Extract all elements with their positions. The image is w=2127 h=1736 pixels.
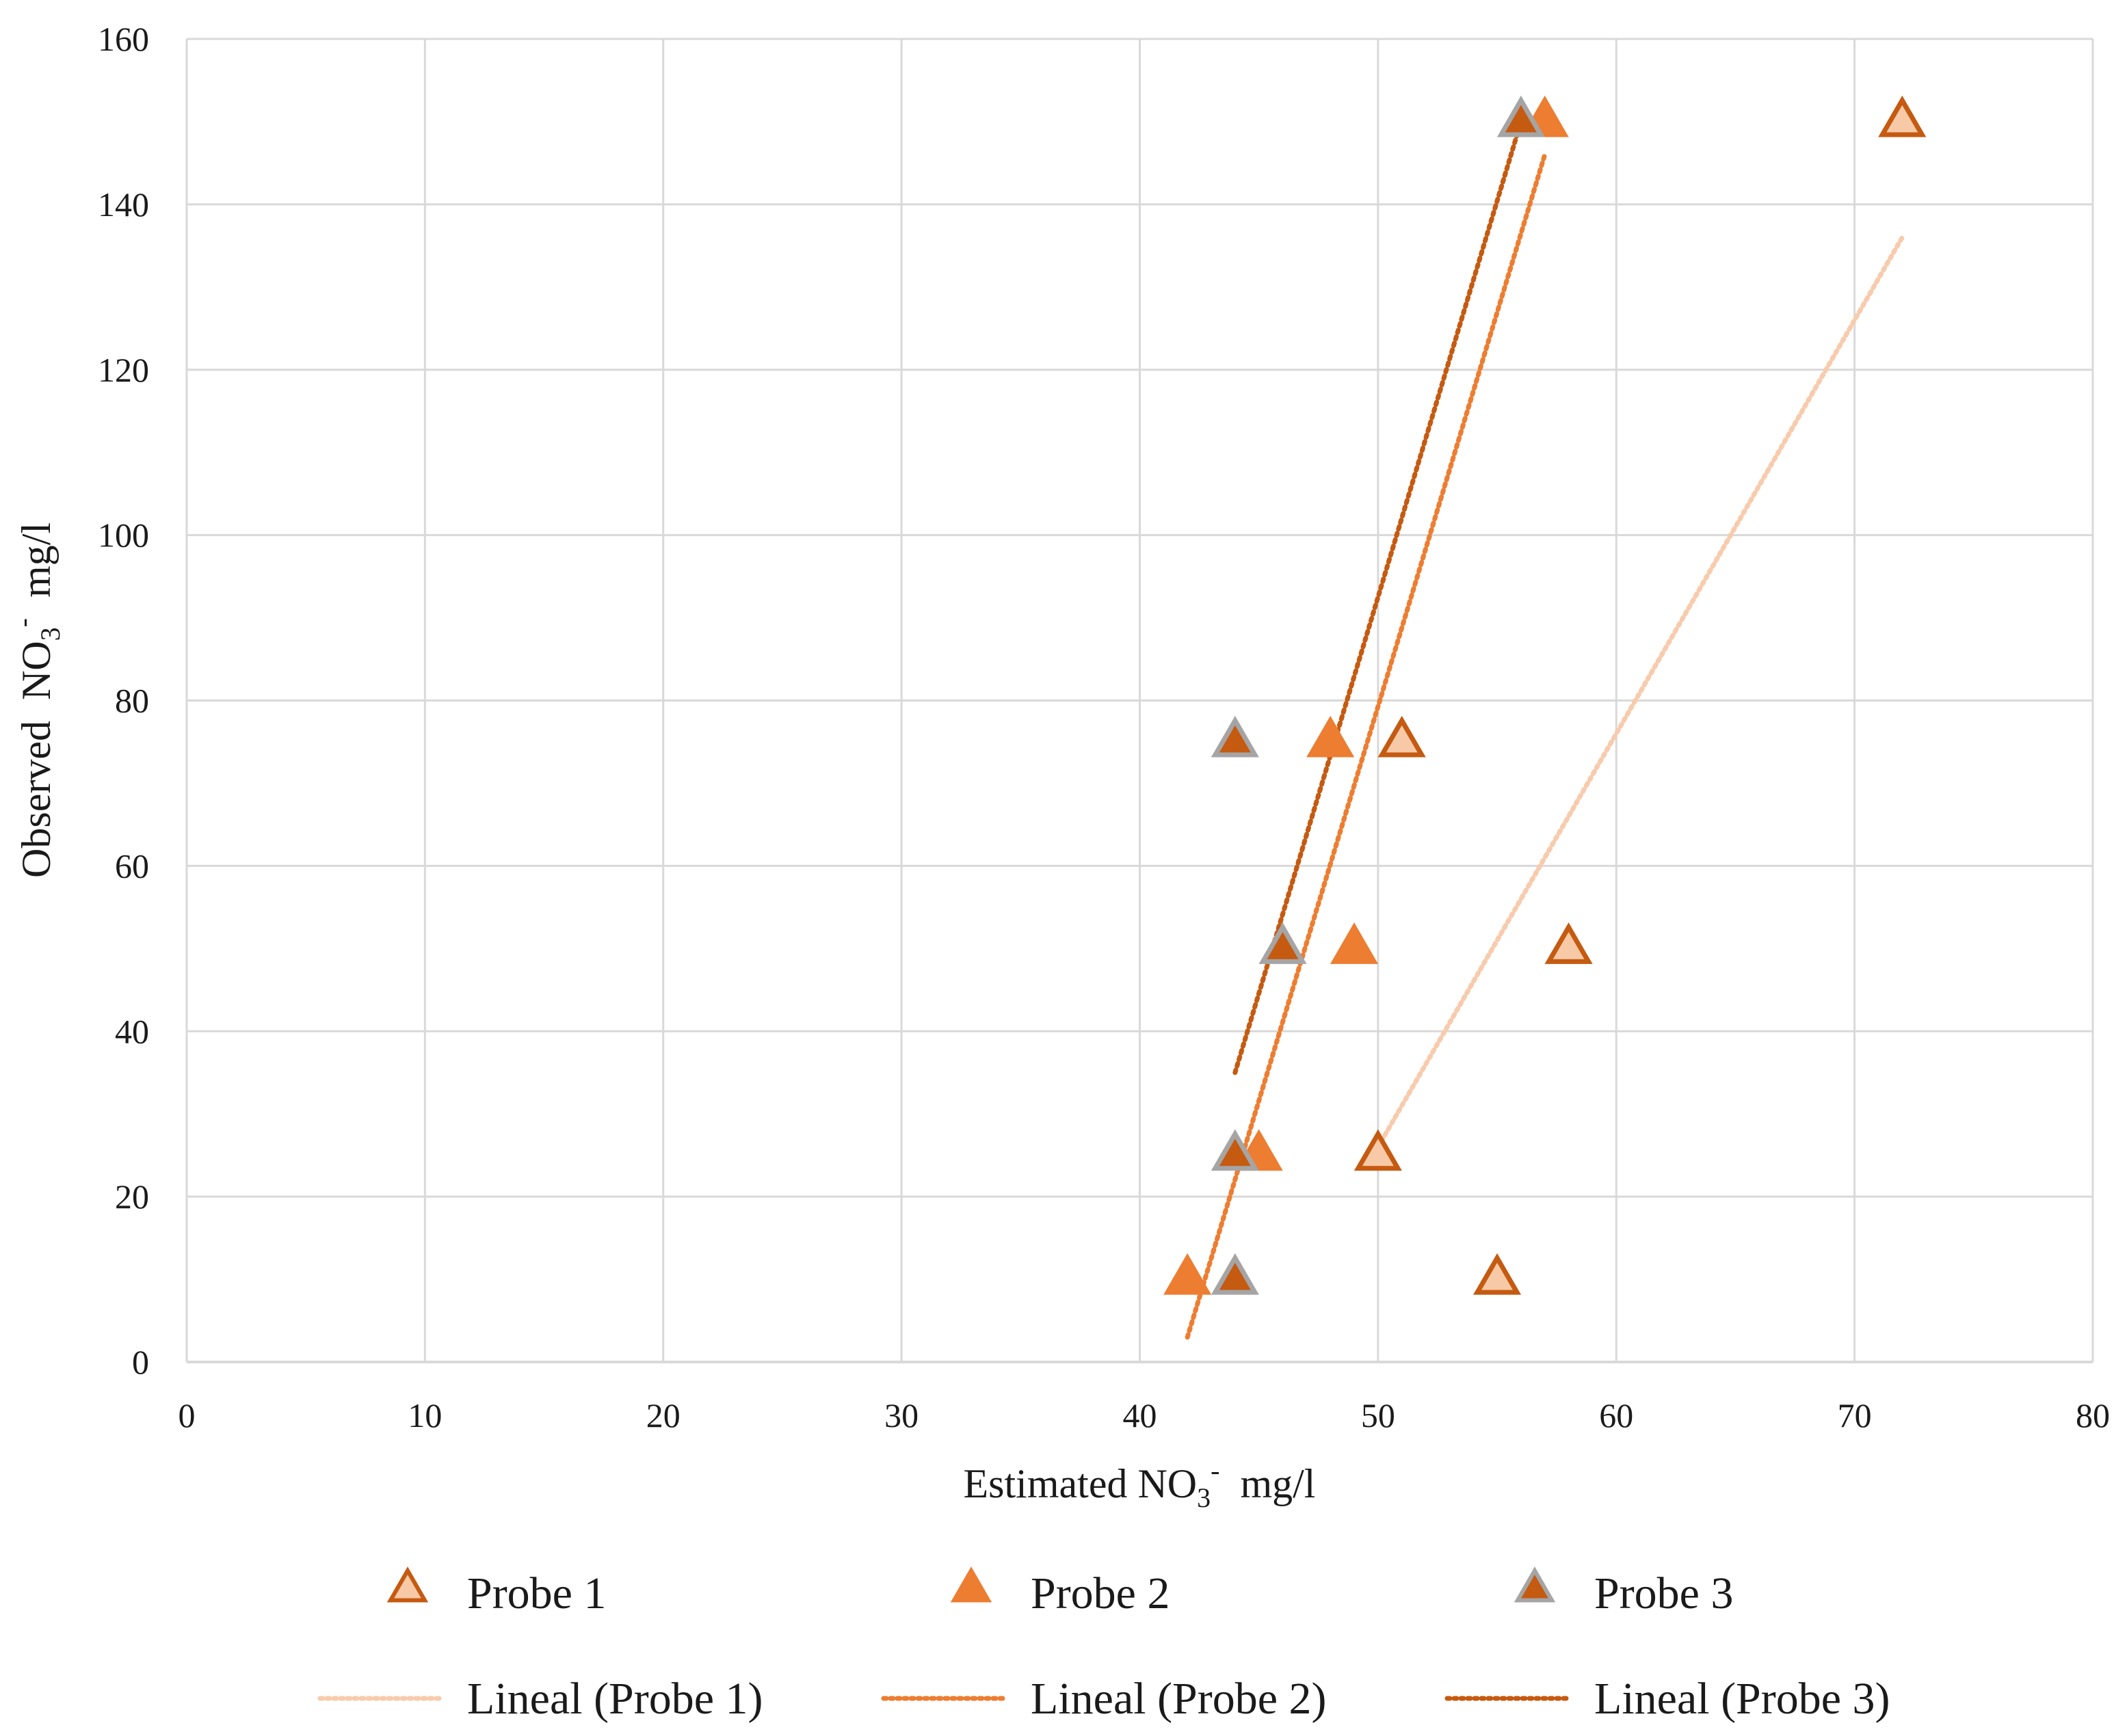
x-tick-labels: 0 10 20 30 40 50 60 70 80 (179, 1396, 2111, 1434)
x-tick-label: 30 (884, 1396, 919, 1434)
legend-marker-probe-1 (386, 1566, 429, 1603)
y-axis-title: Observed NO3- mg/l (8, 522, 66, 878)
marker-probe-3 (1258, 922, 1307, 964)
legend-marker-probe-3 (1514, 1566, 1556, 1603)
marker-probe-1 (1353, 1129, 1402, 1171)
x-tick-label: 80 (2076, 1396, 2110, 1434)
gridlines (187, 38, 2094, 1362)
marker-probe-1 (1377, 715, 1426, 758)
y-tick-label: 100 (98, 516, 149, 555)
legend-label-lineal-probe-1: Lineal (Probe 1) (467, 1674, 763, 1724)
y-tick-label: 160 (98, 20, 149, 58)
marker-probe-1 (1473, 1253, 1522, 1295)
legend: Probe 1 Probe 2 Probe 3 Lineal (Probe 1) Lin… (317, 1566, 1890, 1724)
trendline-probe-2 (1185, 152, 1548, 1340)
trendlines (1185, 119, 1905, 1340)
legend-marker-probe-2 (950, 1566, 992, 1603)
legend-label-lineal-probe-3: Lineal (Probe 3) (1594, 1674, 1890, 1724)
legend-label-probe-3: Probe 3 (1594, 1568, 1733, 1618)
marker-probe-3 (1496, 95, 1545, 137)
x-tick-label: 0 (179, 1396, 196, 1434)
trendline-probe-1 (1375, 235, 1905, 1150)
marker-probe-2 (1163, 1253, 1212, 1295)
x-tick-label: 70 (1838, 1396, 1872, 1434)
x-tick-label: 20 (646, 1396, 681, 1434)
axes (185, 39, 2093, 1363)
marker-probe-3 (1211, 1253, 1259, 1295)
marker-probe-2 (1306, 715, 1355, 758)
legend-label-probe-1: Probe 1 (467, 1568, 606, 1618)
y-tick-label: 40 (115, 1012, 149, 1050)
trendline-probe-3 (1232, 119, 1524, 1076)
y-tick-label: 120 (98, 351, 149, 389)
y-tick-label: 140 (98, 185, 149, 224)
y-tick-label: 0 (132, 1343, 149, 1381)
x-tick-label: 50 (1361, 1396, 1395, 1434)
y-tick-label: 20 (115, 1177, 149, 1216)
x-tick-label: 60 (1599, 1396, 1633, 1434)
x-tick-label: 40 (1123, 1396, 1157, 1434)
marker-probe-1 (1544, 922, 1593, 964)
legend-label-lineal-probe-2: Lineal (Probe 2) (1031, 1674, 1327, 1724)
y-tick-label: 60 (115, 846, 149, 885)
data-points (1163, 95, 1927, 1295)
y-tick-labels: 0 20 40 60 80 100 120 140 160 (98, 20, 149, 1381)
marker-probe-2 (1330, 922, 1379, 964)
x-axis-title: Estimated NO3- mg/l (964, 1455, 1316, 1513)
y-tick-label: 80 (115, 682, 149, 720)
marker-probe-1 (1878, 95, 1927, 137)
marker-probe-3 (1211, 715, 1259, 758)
marker-probe-3 (1211, 1129, 1259, 1171)
legend-label-probe-2: Probe 2 (1031, 1568, 1170, 1618)
x-tick-label: 10 (408, 1396, 442, 1434)
